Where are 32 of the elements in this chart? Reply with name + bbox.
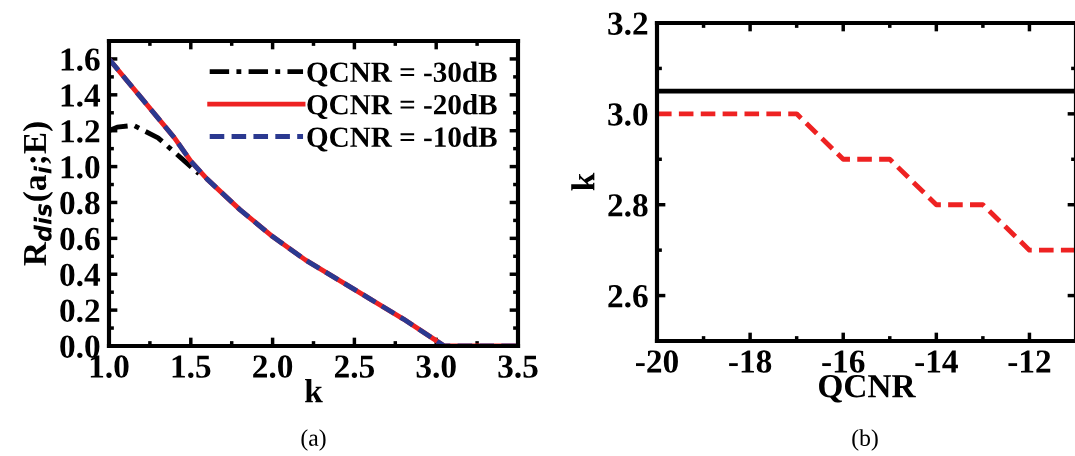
y-tick-label: 0.2 xyxy=(60,299,100,323)
legend-label: QCNR = -30dB xyxy=(307,61,497,87)
line-series xyxy=(657,111,1075,253)
text: (a) xyxy=(301,429,326,451)
y-tick-label: 1.0 xyxy=(61,155,100,179)
x-tick-label: 3.5 xyxy=(498,355,538,378)
legend-label: QCNR = -20dB xyxy=(307,94,497,120)
x-axis-title: k xyxy=(305,379,323,403)
y-axis-title: R$_{dis}$(a$_{i}$;E) xyxy=(22,122,54,266)
y-tick-label: 0.8 xyxy=(60,191,100,215)
y-tick-label: 0.4 xyxy=(60,263,101,287)
x-tick-label: 3.0 xyxy=(416,355,456,378)
y-tick-label: 0.6 xyxy=(60,227,100,251)
x-tick-label: 1.5 xyxy=(172,355,211,378)
x-tick-label: 2.0 xyxy=(253,355,293,378)
x-tick-label: -14 xyxy=(915,350,958,373)
y-tick-label: 1.4 xyxy=(61,84,101,107)
y-tick-label: 2.6 xyxy=(608,285,648,308)
text: (b) xyxy=(852,429,878,451)
x-tick-label: 2.5 xyxy=(334,355,375,378)
y-tick-label: 1.2 xyxy=(61,120,100,143)
x-tick-label: -20 xyxy=(636,350,678,373)
y-tick-label: 1.6 xyxy=(61,48,100,71)
x-tick-label: -12 xyxy=(1008,350,1051,373)
y-tick-label: 3.0 xyxy=(608,103,648,126)
x-axis-title: QCNR xyxy=(819,375,916,403)
x-tick-label: -18 xyxy=(729,350,772,373)
y-axis-title: k xyxy=(571,172,595,191)
legend-label: QCNR = -10dB xyxy=(307,126,497,152)
x-tick-label: -16 xyxy=(822,350,865,373)
y-tick-label: 2.8 xyxy=(608,194,648,217)
y-tick-label: 3.2 xyxy=(608,12,648,36)
